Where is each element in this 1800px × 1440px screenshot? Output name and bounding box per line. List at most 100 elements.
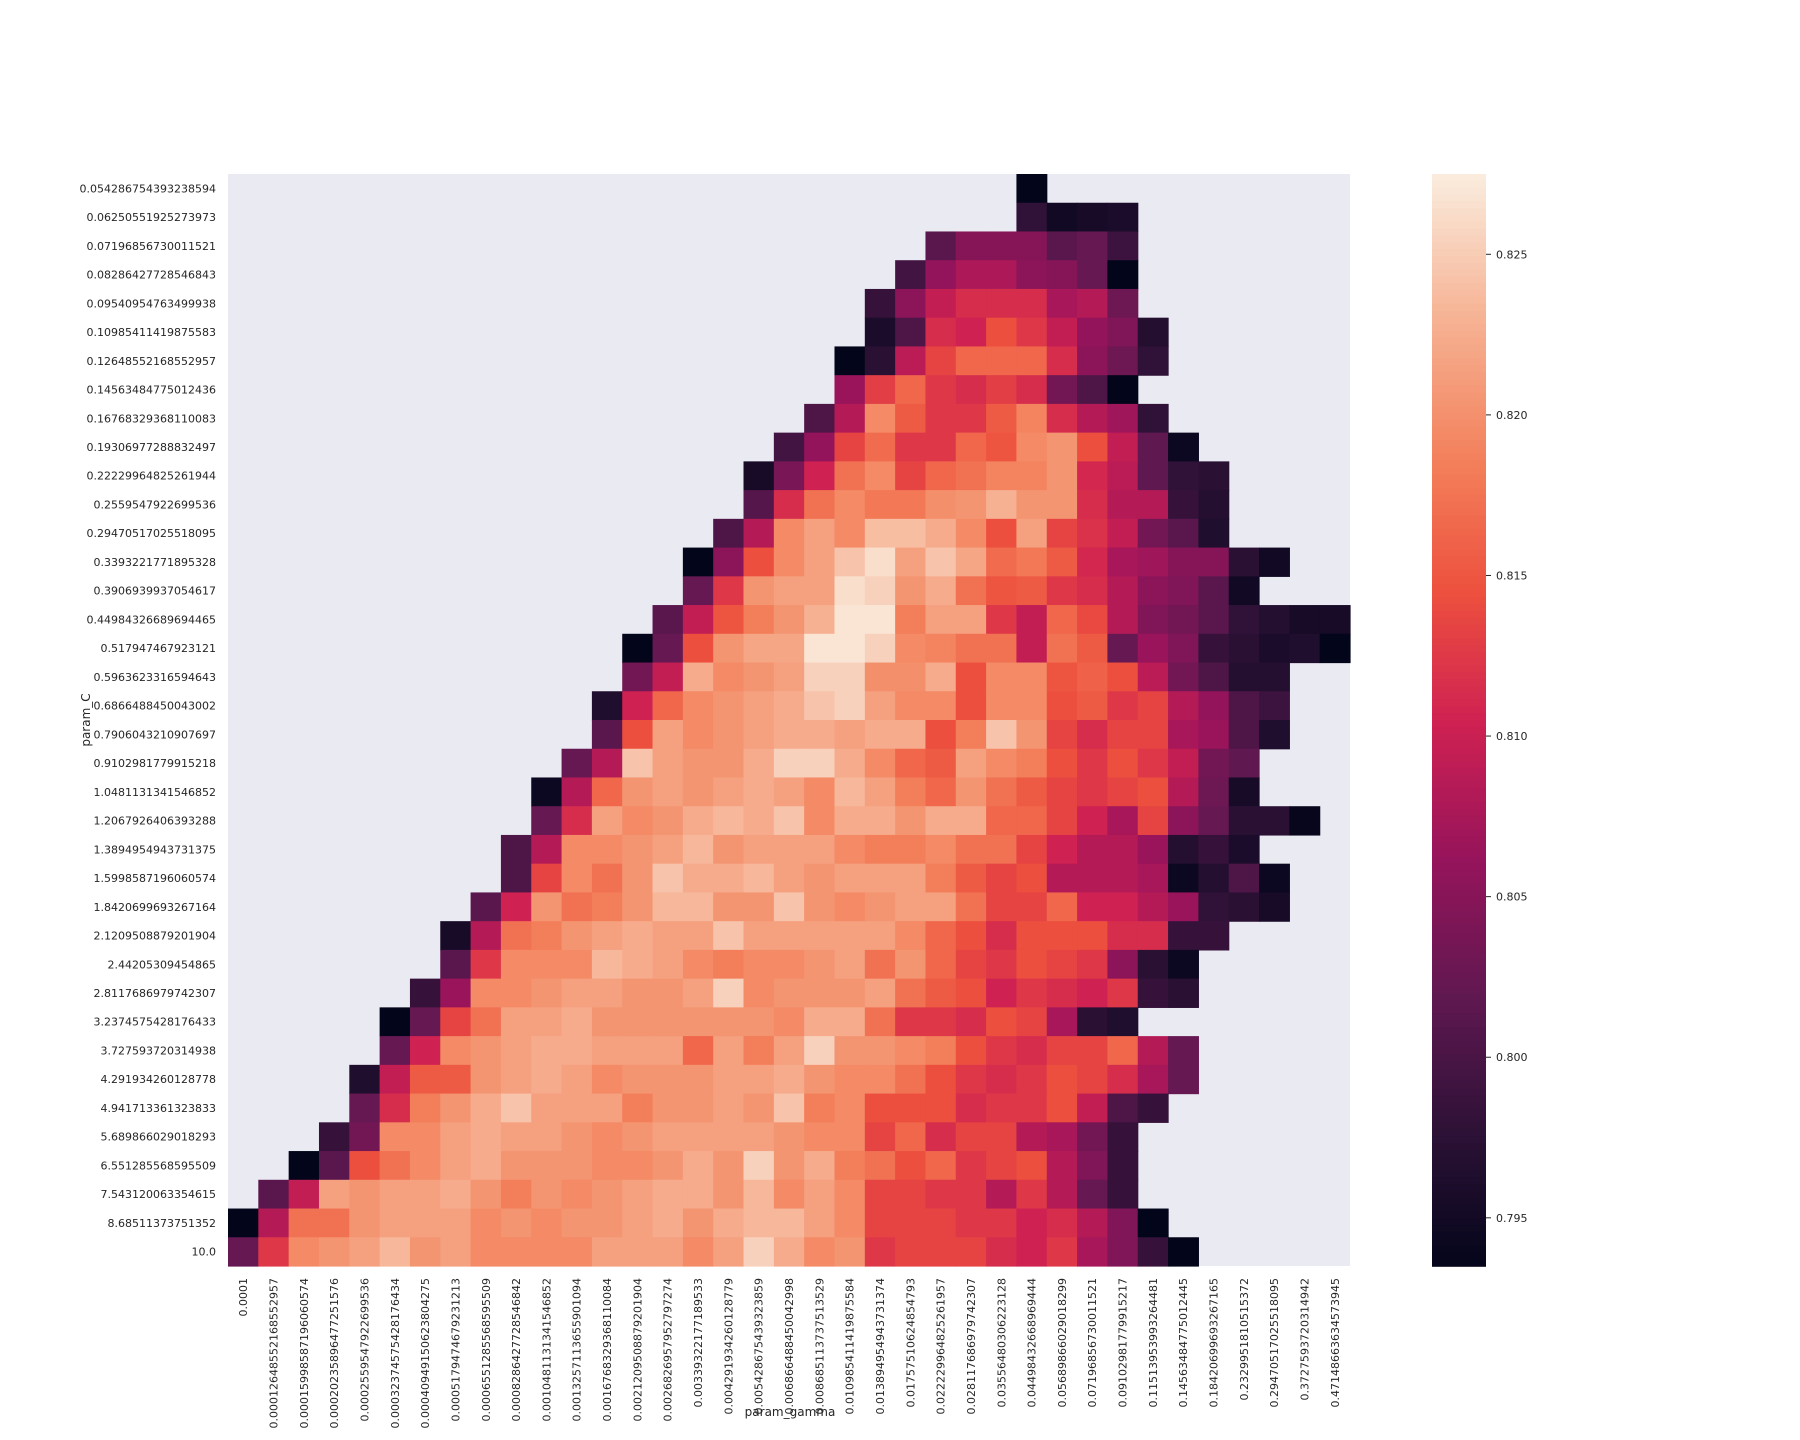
y-tick-label: 1.3894954943731375 xyxy=(94,843,216,856)
heatmap-cell xyxy=(1107,202,1139,233)
heatmap-cell xyxy=(864,1064,896,1095)
heatmap-cell xyxy=(652,691,684,721)
heatmap-cell xyxy=(713,1036,745,1066)
heatmap-cell xyxy=(500,1179,532,1210)
heatmap-cell xyxy=(1228,691,1260,721)
heatmap-cell xyxy=(804,777,836,807)
heatmap-cell xyxy=(1168,576,1199,606)
colorbar-segment xyxy=(1432,1238,1486,1247)
colorbar-segment xyxy=(1432,1115,1486,1124)
heatmap-cell xyxy=(1259,892,1290,922)
heatmap-cell xyxy=(895,777,927,807)
heatmap-cell xyxy=(925,1237,957,1267)
heatmap-cell xyxy=(1168,662,1199,692)
colorbar-segment xyxy=(1432,1211,1486,1220)
heatmap-cell xyxy=(1168,432,1199,462)
heatmap-cell xyxy=(1046,978,1078,1008)
heatmap-cell xyxy=(804,1036,836,1066)
heatmap-cell xyxy=(288,1208,320,1238)
heatmap-cell xyxy=(955,720,987,750)
heatmap-cell xyxy=(1077,1093,1108,1123)
heatmap-cell xyxy=(561,921,593,951)
heatmap-cell xyxy=(622,1208,654,1238)
heatmap-cell xyxy=(1077,346,1108,376)
colorbar-segment xyxy=(1432,474,1486,482)
heatmap-cell xyxy=(925,633,957,664)
x-tick-label: 0.00040949150623804275 xyxy=(419,1278,432,1428)
heatmap-cell xyxy=(895,834,927,865)
heatmap-cell xyxy=(986,892,1018,922)
heatmap-cell xyxy=(561,1208,593,1238)
colorbar-segment xyxy=(1432,822,1486,831)
heatmap-cell xyxy=(409,1122,441,1152)
heatmap-cell xyxy=(804,1122,836,1152)
heatmap-cell xyxy=(925,863,957,894)
heatmap-cell xyxy=(925,1151,957,1181)
heatmap-cell xyxy=(743,921,775,951)
y-tick-label: 10.0 xyxy=(192,1246,217,1259)
heatmap-cell xyxy=(531,777,563,807)
heatmap-cell xyxy=(1198,461,1230,491)
colorbar-segment xyxy=(1432,1170,1486,1179)
heatmap-cell xyxy=(834,863,866,894)
heatmap-cell xyxy=(864,662,896,692)
heatmap-cell xyxy=(1137,547,1169,577)
colorbar-segment xyxy=(1432,938,1486,947)
heatmap-cell xyxy=(1016,1237,1048,1267)
heatmap-cell xyxy=(955,662,987,692)
heatmap-cell xyxy=(925,921,957,951)
heatmap-cell xyxy=(1046,748,1078,779)
heatmap-cell xyxy=(804,1237,836,1267)
heatmap-cell xyxy=(743,834,775,865)
colorbar-segment xyxy=(1432,1184,1486,1192)
heatmap-cell xyxy=(1107,1064,1139,1095)
colorbar-segment xyxy=(1432,665,1486,674)
heatmap-cell xyxy=(1046,1093,1078,1123)
heatmap-cell xyxy=(986,576,1018,606)
heatmap-cell xyxy=(1198,633,1230,664)
colorbar-segment xyxy=(1432,385,1486,394)
heatmap-cell xyxy=(1137,863,1169,894)
heatmap-cell xyxy=(1198,490,1230,520)
heatmap-cell xyxy=(682,720,714,750)
colorbar-segment xyxy=(1432,269,1486,278)
heatmap-cell xyxy=(834,461,866,491)
heatmap-cell xyxy=(1077,1237,1108,1267)
colorbar-segment xyxy=(1432,672,1486,680)
colorbar-segment xyxy=(1432,296,1486,305)
heatmap-cell xyxy=(470,1237,502,1267)
heatmap-cell xyxy=(1228,777,1260,807)
heatmap-cell xyxy=(1168,978,1199,1008)
heatmap-cell xyxy=(682,978,714,1008)
heatmap-cell xyxy=(1077,1122,1108,1152)
heatmap-cell xyxy=(804,461,836,491)
heatmap-cell xyxy=(713,1093,745,1123)
heatmap-cell xyxy=(470,921,502,951)
heatmap-cell xyxy=(773,1237,805,1267)
heatmap-cell xyxy=(864,748,896,779)
heatmap-cell xyxy=(1046,1064,1078,1095)
colorbar-segment xyxy=(1432,774,1486,783)
heatmap-cell xyxy=(864,978,896,1008)
colorbar-segment xyxy=(1432,842,1486,851)
colorbar-segment xyxy=(1432,453,1486,462)
colorbar-segment xyxy=(1432,324,1486,332)
heatmap-cell xyxy=(895,921,927,951)
heatmap-cell xyxy=(895,260,927,290)
heatmap-cell xyxy=(500,892,532,922)
heatmap-cell xyxy=(500,1093,532,1123)
colorbar-segment xyxy=(1432,897,1486,906)
heatmap-cell xyxy=(804,403,836,434)
heatmap-cell xyxy=(1046,1237,1078,1267)
x-tick-label: 0.2329951810515372 xyxy=(1238,1278,1251,1400)
heatmap-cell xyxy=(1077,432,1108,462)
heatmap-cell xyxy=(622,1151,654,1181)
heatmap-cell xyxy=(409,1208,441,1238)
colorbar-segment xyxy=(1432,945,1486,953)
colorbar-segment xyxy=(1432,1177,1486,1185)
x-tick-label: 0.01757510624854793 xyxy=(904,1278,917,1407)
heatmap-cell xyxy=(379,1208,411,1238)
heatmap-cell xyxy=(349,1179,381,1210)
colorbar-segment xyxy=(1432,972,1486,981)
heatmap-cell xyxy=(986,403,1018,434)
